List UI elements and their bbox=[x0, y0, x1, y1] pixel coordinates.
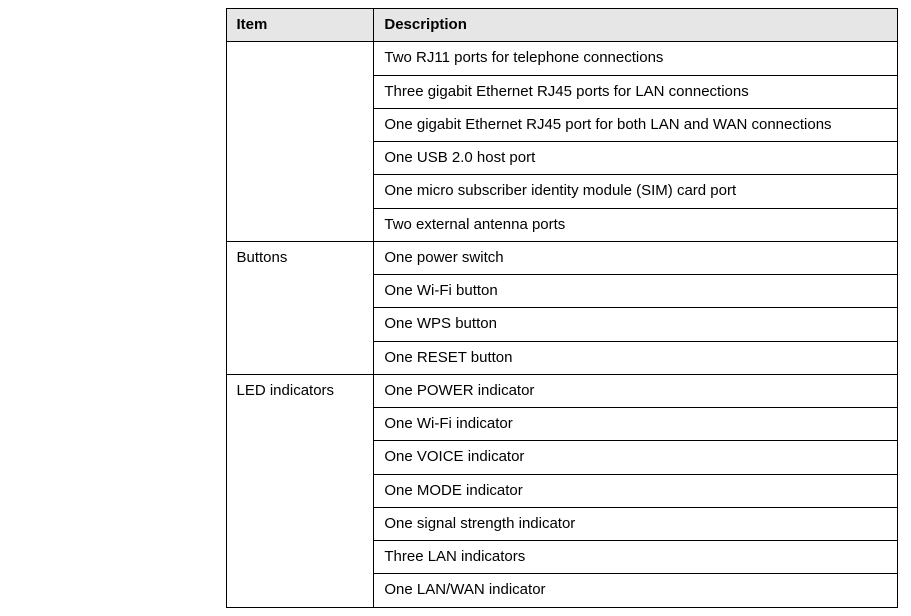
item-cell: Buttons bbox=[226, 241, 374, 374]
description-cell: One WPS button bbox=[374, 308, 897, 341]
description-cell: One USB 2.0 host port bbox=[374, 142, 897, 175]
description-cell: One micro subscriber identity module (SI… bbox=[374, 175, 897, 208]
description-cell: Three gigabit Ethernet RJ45 ports for LA… bbox=[374, 75, 897, 108]
item-cell: LED indicators bbox=[226, 374, 374, 607]
header-item: Item bbox=[226, 9, 374, 42]
description-cell: One Wi-Fi indicator bbox=[374, 408, 897, 441]
item-cell bbox=[226, 42, 374, 242]
header-description: Description bbox=[374, 9, 897, 42]
description-cell: One LAN/WAN indicator bbox=[374, 574, 897, 607]
table-row: Two RJ11 ports for telephone connections bbox=[226, 42, 897, 75]
description-cell: One VOICE indicator bbox=[374, 441, 897, 474]
description-cell: One power switch bbox=[374, 241, 897, 274]
description-cell: One Wi-Fi button bbox=[374, 275, 897, 308]
table-row: LED indicators One POWER indicator bbox=[226, 374, 897, 407]
description-cell: One MODE indicator bbox=[374, 474, 897, 507]
description-cell: One gigabit Ethernet RJ45 port for both … bbox=[374, 108, 897, 141]
description-cell: Two external antenna ports bbox=[374, 208, 897, 241]
specification-table: Item Description Two RJ11 ports for tele… bbox=[226, 8, 898, 608]
description-cell: One RESET button bbox=[374, 341, 897, 374]
table-row: Buttons One power switch bbox=[226, 241, 897, 274]
page-wrapper: Item Description Two RJ11 ports for tele… bbox=[0, 0, 911, 616]
description-cell: Two RJ11 ports for telephone connections bbox=[374, 42, 897, 75]
description-cell: Three LAN indicators bbox=[374, 541, 897, 574]
table-header: Item Description bbox=[226, 9, 897, 42]
description-cell: One POWER indicator bbox=[374, 374, 897, 407]
description-cell: One signal strength indicator bbox=[374, 507, 897, 540]
header-row: Item Description bbox=[226, 9, 897, 42]
table-body: Two RJ11 ports for telephone connections… bbox=[226, 42, 897, 607]
